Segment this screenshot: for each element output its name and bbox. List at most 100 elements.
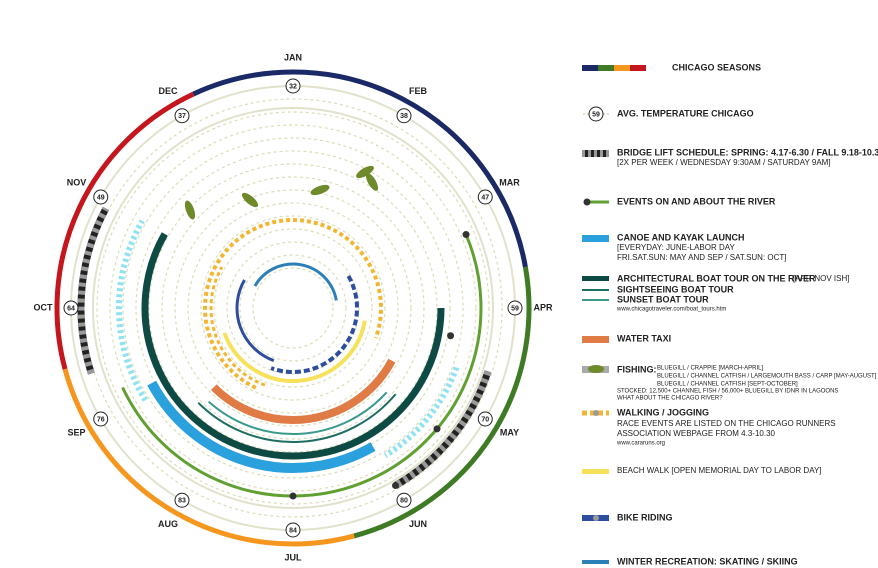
month-label: SEP <box>67 427 85 437</box>
guide-ring <box>96 111 490 505</box>
legend-detail: RACE EVENTS ARE LISTED ON THE CHICAGO RU… <box>617 419 836 428</box>
legend-label: BIKE RIDING <box>617 512 673 522</box>
activity-arc <box>210 358 396 424</box>
legend-detail: BLUEGILL / CRAPPIE [MARCH-APRIL] <box>657 366 763 372</box>
month-label: OCT <box>34 302 54 312</box>
legend-detail: [EVERYDAY: JUNE-LABOR DAY <box>617 243 735 252</box>
legend-detail: [APR-NOV ISH] <box>793 274 849 283</box>
legend-detail: FRI.SAT.SUN: MAY AND SEP / SAT.SUN: OCT] <box>617 253 787 262</box>
temperature-value: 76 <box>97 416 105 423</box>
activity-arc <box>147 380 376 473</box>
legend-sample: 59 <box>592 111 600 118</box>
icon <box>582 469 609 474</box>
month-label: JUN <box>409 519 427 529</box>
icon <box>582 276 609 281</box>
legend-label: FISHING: <box>617 364 657 374</box>
legend-label: AVG. TEMPERATURE CHICAGO <box>617 108 754 118</box>
legend-detail: BLUEGILL / CHANNEL CATFISH / LARGEMOUTH … <box>657 374 877 380</box>
temperature-badge <box>285 78 301 94</box>
temperature-value: 38 <box>400 113 408 120</box>
activity-arc <box>222 320 367 383</box>
temperature-value: 37 <box>178 113 186 120</box>
fish-icon <box>310 184 330 196</box>
season-ring <box>353 266 532 539</box>
event-dot <box>462 231 470 239</box>
activity-arc <box>203 218 383 390</box>
month-label: APR <box>533 302 553 312</box>
legend-detail: STOCKED: 12,500+ CHANNEL FISH / 56,000+ … <box>617 389 838 395</box>
temperature-badge <box>285 522 301 538</box>
temperature-value: 70 <box>481 416 489 423</box>
guide-ring <box>122 137 464 479</box>
month-label: JUL <box>284 552 302 562</box>
legend-label: WINTER RECREATION: SKATING / SKIING <box>617 556 798 566</box>
legend: CHICAGO SEASONS 59 AVG. TEMPERATURE CHIC… <box>582 62 878 566</box>
legend-label: CHICAGO SEASONS <box>672 62 761 72</box>
icon <box>588 365 604 373</box>
guide-ring <box>226 241 360 375</box>
season-ring <box>54 91 195 370</box>
activity-arc <box>121 233 483 498</box>
temperature-badge <box>63 300 79 316</box>
guide-ring <box>252 267 334 349</box>
event-dot <box>289 492 297 500</box>
legend-detail: [2X PER WEEK / WEDNESDAY 9:30AM / SATURD… <box>617 158 831 167</box>
fish-icon <box>184 200 196 220</box>
guide-ring <box>200 215 386 401</box>
guide-ring <box>148 163 438 453</box>
icon <box>582 560 609 564</box>
legend-url: www.chicagotraveler.com/boat_tours.htm <box>616 307 726 313</box>
temperature-value: 84 <box>289 527 297 534</box>
month-label: AUG <box>158 519 178 529</box>
activity-arc <box>270 275 359 374</box>
legend-detail: ASSOCIATION WEBPAGE FROM 4.3-10.30 <box>617 429 776 438</box>
month-label: DEC <box>158 86 178 96</box>
icon <box>582 336 609 343</box>
icon <box>593 515 599 521</box>
month-label: FEB <box>409 86 428 96</box>
temperature-badge <box>396 108 412 124</box>
event-dot <box>447 332 455 340</box>
fish-icon <box>356 165 374 179</box>
guide-ring <box>161 176 425 440</box>
fish-icon <box>365 173 379 191</box>
icon <box>598 65 614 71</box>
icon <box>630 65 646 71</box>
legend-label: EVENTS ON AND ABOUT THE RIVER <box>617 196 776 206</box>
activity-arc <box>235 279 275 363</box>
activity-arc <box>393 370 492 489</box>
icon <box>582 289 609 291</box>
temperature-badge <box>174 492 190 508</box>
activity-arc <box>383 366 460 459</box>
activity-arc <box>393 370 492 489</box>
radial-calendar: JAN 32 FEB 38 MAR 47 APR 59 MAY 70 JUN 80 JUL 84 AUG 83… <box>34 52 553 562</box>
guide-ring <box>213 228 373 388</box>
activity-arc <box>209 266 266 387</box>
legend-label: ARCHITECTURAL BOAT TOUR ON THE RIVER <box>617 273 816 283</box>
month-label: JAN <box>284 52 302 62</box>
temperature-value: 32 <box>289 83 297 90</box>
temperature-badge <box>93 411 109 427</box>
month-label: MAY <box>500 427 519 437</box>
fish-icon <box>241 192 259 208</box>
legend-url: www.cararuns.org <box>616 441 665 447</box>
temperature-badge <box>93 189 109 205</box>
icon <box>588 106 604 122</box>
icon <box>582 235 609 242</box>
guide-ring <box>187 202 399 414</box>
icon <box>593 410 599 416</box>
month-label: MAR <box>499 177 520 187</box>
temperature-badge <box>507 300 523 316</box>
legend-label: SUNSET BOAT TOUR <box>617 294 709 304</box>
month-label: NOV <box>67 177 87 187</box>
activity-arc <box>77 206 109 375</box>
legend-label: WALKING / JOGGING <box>617 407 709 417</box>
legend-label: CANOE AND KAYAK LAUNCH <box>617 232 745 242</box>
activity-arc <box>197 393 397 443</box>
icon <box>582 65 598 71</box>
icon <box>582 299 609 301</box>
guide-ring <box>92 107 494 509</box>
activity-arc <box>141 232 445 460</box>
guide-ring <box>109 124 477 492</box>
